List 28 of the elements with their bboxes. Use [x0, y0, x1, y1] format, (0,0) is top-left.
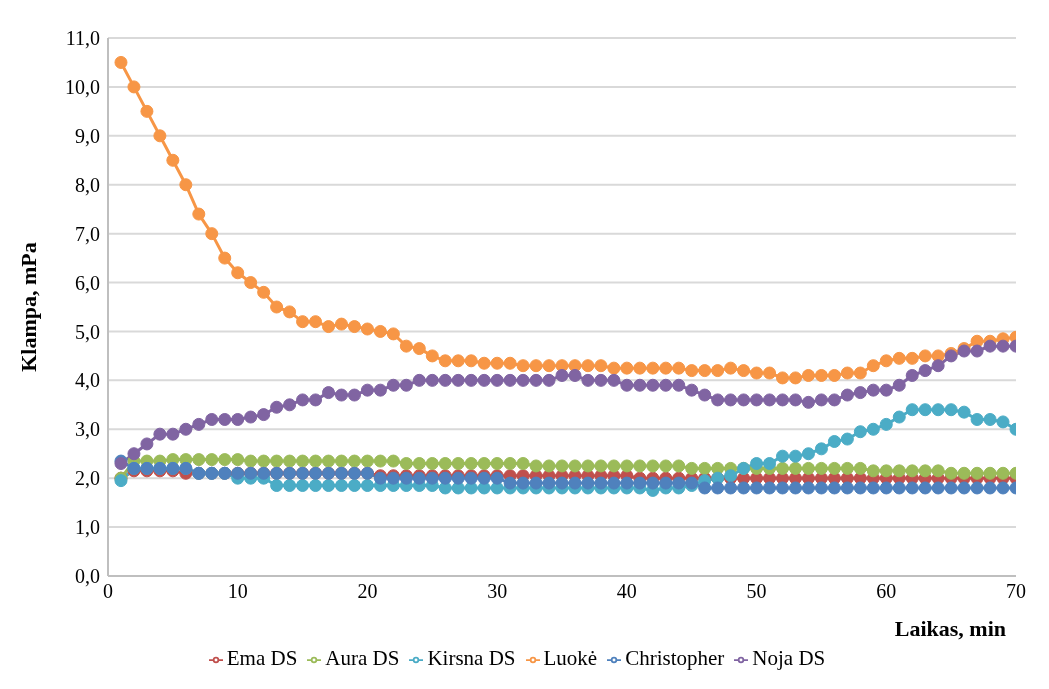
y-tick-label: 5,0	[75, 320, 100, 343]
x-axis-title: Laikas, min	[894, 616, 1006, 641]
legend-label: Aura DS	[325, 646, 400, 670]
y-tick-label: 9,0	[75, 124, 100, 147]
legend-label: Christopher	[625, 646, 725, 670]
x-tick-label: 70	[1006, 580, 1026, 603]
legend-label: Kirsna DS	[427, 646, 516, 670]
x-tick-label: 10	[227, 580, 248, 603]
y-tick-label: 0,0	[75, 565, 100, 588]
legend-label: Noja DS	[752, 646, 826, 670]
legend-label: Luokė	[543, 646, 598, 670]
x-tick-label: 30	[487, 580, 508, 603]
x-tick-label: 40	[616, 580, 637, 603]
x-tick-label: 50	[746, 580, 767, 603]
y-tick-label: 11,0	[65, 27, 100, 50]
y-tick-label: 3,0	[75, 418, 100, 441]
x-tick-label: 60	[876, 580, 897, 603]
x-tick-label: 0	[103, 580, 113, 603]
y-tick-label: 2,0	[75, 467, 100, 490]
y-axis-title: Klampa, mPa	[15, 242, 41, 372]
x-tick-label: 20	[357, 580, 378, 603]
y-tick-label: 6,0	[75, 271, 100, 294]
y-tick-label: 1,0	[75, 516, 100, 539]
y-tick-label: 10,0	[65, 76, 100, 99]
y-tick-label: 7,0	[75, 222, 100, 245]
legend-label: Ema DS	[226, 646, 298, 670]
y-tick-label: 4,0	[75, 369, 100, 392]
y-tick-label: 8,0	[75, 173, 100, 196]
